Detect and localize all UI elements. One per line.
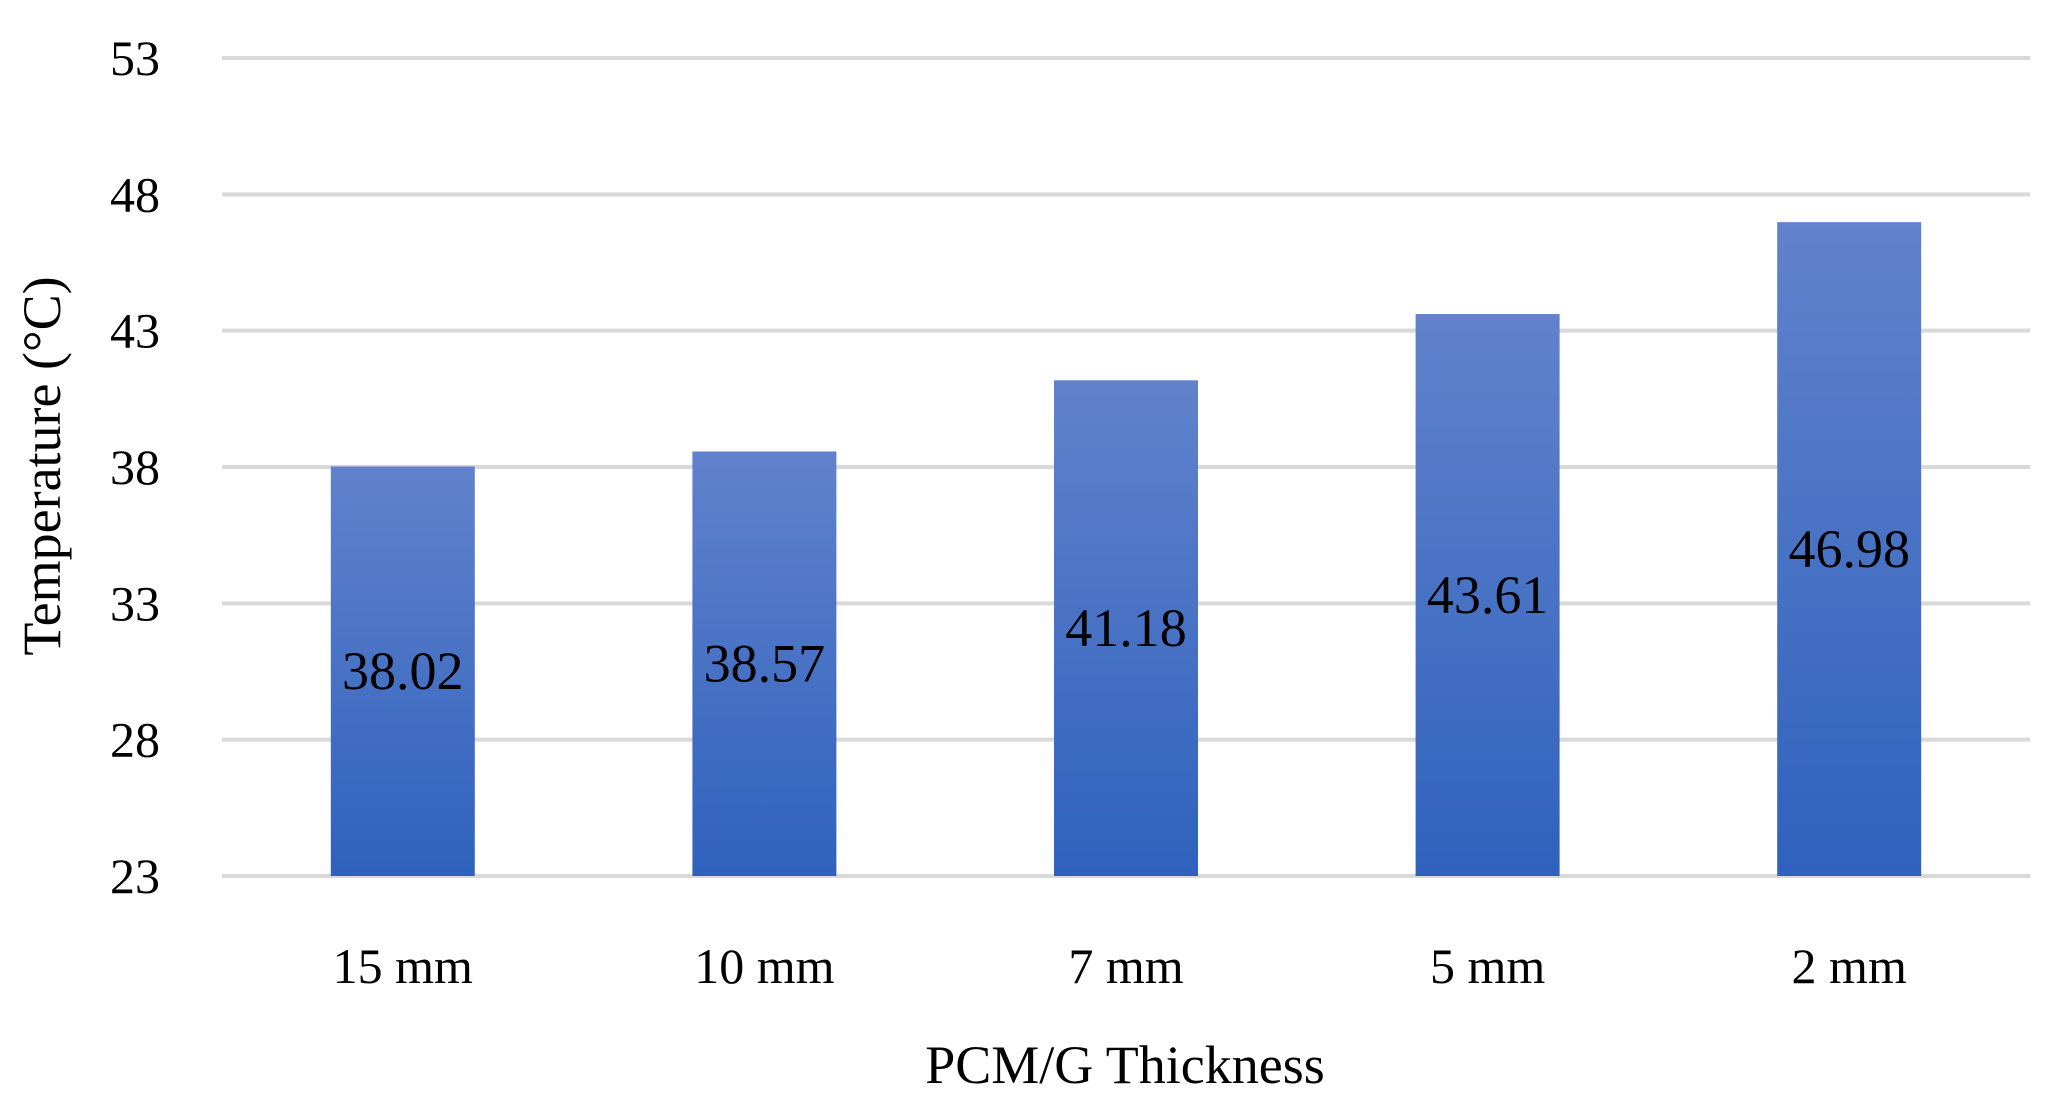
bar — [1054, 380, 1198, 876]
y-tick-label: 33 — [110, 575, 160, 631]
bar — [330, 466, 475, 876]
x-tick-label: 15 mm — [333, 938, 473, 994]
y-tick-label: 23 — [110, 848, 160, 904]
data-label: 43.61 — [1427, 565, 1549, 625]
y-tick-label: 28 — [110, 712, 160, 768]
x-tick-label: 5 mm — [1430, 938, 1545, 994]
bar — [692, 451, 837, 876]
bar — [1415, 314, 1560, 876]
bar — [1777, 222, 1922, 877]
y-tick-label: 43 — [110, 303, 160, 359]
y-tick-label: 53 — [110, 30, 160, 86]
x-tick-label: 10 mm — [694, 938, 834, 994]
bars: 38.02 38.57 41.18 43.61 46.98 — [330, 222, 1922, 877]
y-tick-label: 38 — [110, 439, 160, 495]
x-axis-ticks: 15 mm 10 mm 7 mm 5 mm 2 mm — [333, 938, 1907, 994]
data-label: 38.57 — [704, 634, 826, 694]
data-label: 46.98 — [1788, 519, 1910, 579]
y-tick-label: 48 — [110, 166, 160, 222]
x-tick-label: 7 mm — [1068, 938, 1183, 994]
data-label: 38.02 — [342, 641, 464, 701]
data-label: 41.18 — [1065, 598, 1187, 658]
y-axis-title: Temperature (°C) — [12, 276, 72, 655]
y-axis-ticks: 23 28 33 38 43 48 53 — [110, 30, 160, 904]
x-tick-label: 2 mm — [1792, 938, 1907, 994]
x-axis-title: PCM/G Thickness — [925, 1035, 1325, 1095]
